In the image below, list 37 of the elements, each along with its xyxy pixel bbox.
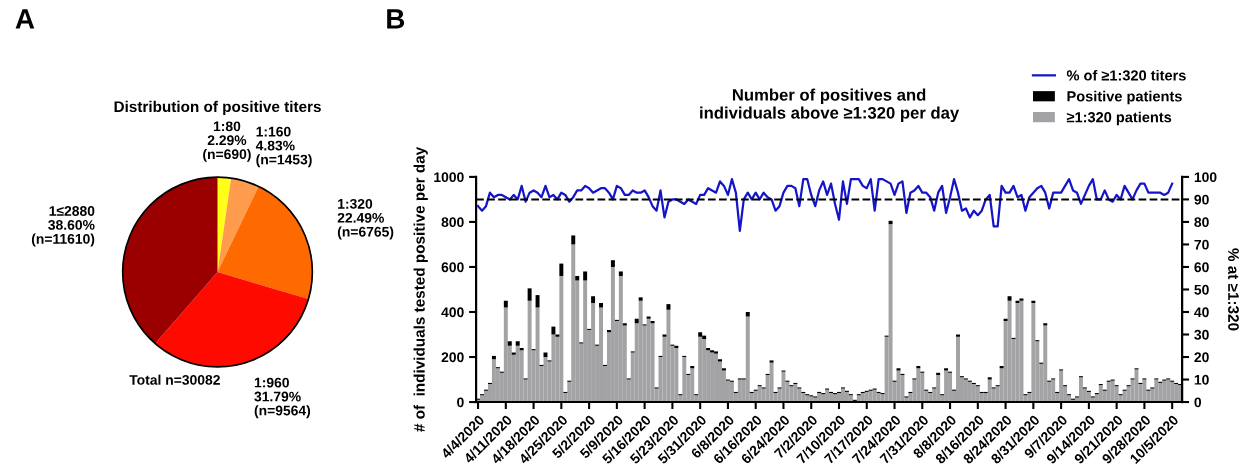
y2-tick-label: 50 (1194, 284, 1209, 295)
chart-title: Number of positives and individuals above ≥1:320 per day (700, 88, 960, 123)
text: B (387, 9, 405, 29)
chart-title: Distribution of positive titers (114, 100, 321, 116)
data-label: 22.49% (n=6765) (337, 212, 394, 240)
y-tick-label: 0 (457, 397, 464, 408)
slice-label: 1:960 (254, 377, 289, 388)
legend-label: ≥1:320 patients (1066, 111, 1172, 126)
y2-axis-title: % at ≥1:320 (1228, 248, 1239, 331)
y-tick-label: 400 (441, 307, 464, 318)
slice-label: 1:160 (256, 126, 291, 137)
y2-tick-label: 40 (1194, 307, 1209, 318)
y2-tick-label: 90 (1194, 194, 1209, 205)
legend-label: Positive patients (1067, 90, 1182, 105)
y-tick-label: 200 (441, 352, 464, 363)
y2-tick-label: 70 (1194, 239, 1209, 250)
text: Total n=30082 (129, 374, 220, 385)
slice-label: 1:80 (213, 121, 241, 132)
y2-tick-label: 10 (1194, 374, 1209, 385)
y2-tick-label: 80 (1194, 217, 1209, 228)
text: A (15, 9, 35, 29)
y2-tick-label: 30 (1194, 329, 1209, 340)
y2-tick-label: 0 (1194, 397, 1202, 408)
slice-label: 1≤2880 (49, 206, 95, 216)
legend-label: % of ≥1:320 titers (1066, 69, 1186, 81)
data-label: 31.79% (n=9564) (254, 391, 311, 419)
y2-tick-label: 20 (1194, 352, 1209, 363)
y-tick-label: 600 (441, 262, 464, 273)
y2-tick-label: 100 (1194, 172, 1217, 183)
y2-tick-label: 60 (1194, 262, 1209, 273)
data-label: 38.60% (n=11610) (31, 220, 95, 247)
data-label: 4.83% (n=1453) (255, 140, 312, 168)
slice-label: 1:320 (338, 198, 373, 209)
y-tick-label: 800 (441, 217, 464, 228)
y-tick-label: 1000 (434, 172, 464, 183)
y-axis-title: # of individuals tested positive per day (413, 146, 428, 432)
data-label: 2.29% (n=690) (203, 135, 251, 162)
